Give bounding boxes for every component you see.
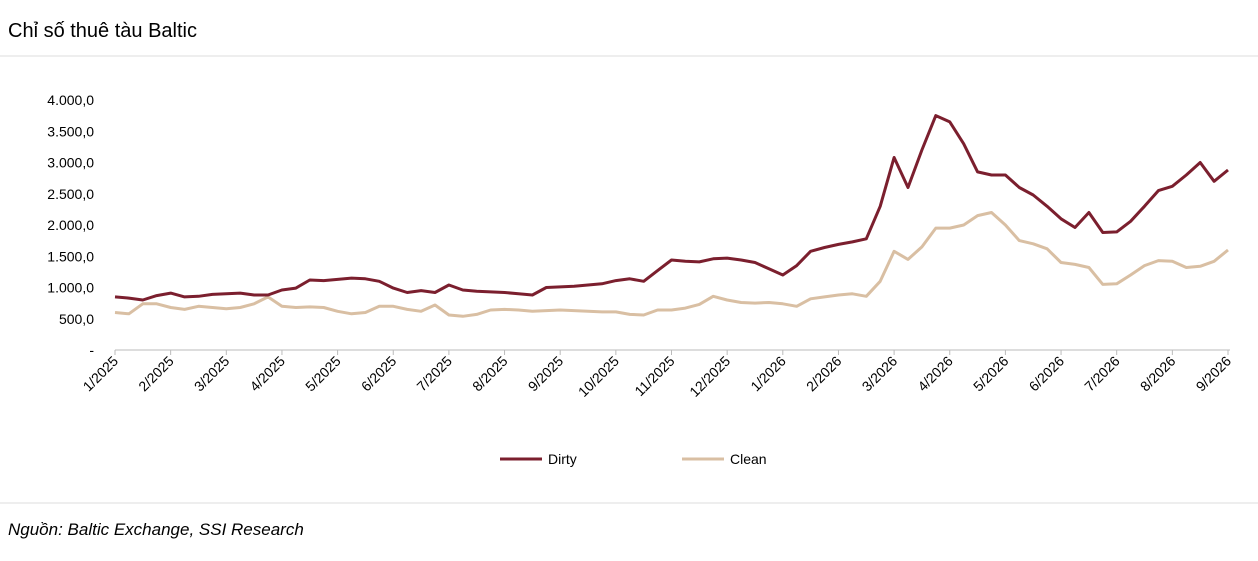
y-tick-label: 2.000,0 [47,217,94,233]
x-tick-label: 9/2025 [525,353,567,395]
x-tick-label: 8/2026 [1137,353,1179,395]
y-tick-label: 4.000,0 [47,92,94,108]
x-tick-label: 11/2025 [631,353,678,400]
x-tick-label: 4/2026 [914,353,956,395]
legend-label: Clean [730,451,767,467]
x-tick-label: 5/2025 [302,353,344,395]
x-tick-label: 8/2025 [469,353,511,395]
x-tick-label: 1/2026 [747,353,789,395]
series-line [114,211,1229,318]
x-tick-label: 6/2026 [1026,353,1068,395]
y-tick-label: 3.500,0 [47,123,94,139]
chart-title: Chỉ số thuê tàu Baltic [8,20,197,42]
y-tick-label: 1.000,0 [47,280,94,296]
source-note: Nguồn: Baltic Exchange, SSI Research [8,520,304,539]
y-tick-label: - [89,342,94,358]
x-tick-label: 2/2026 [803,353,845,395]
x-tick-label: 2/2025 [135,353,177,395]
x-tick-label: 3/2025 [191,353,233,395]
x-tick-label: 9/2026 [1193,353,1235,395]
y-tick-label: 1.500,0 [47,248,94,264]
x-tick-label: 1/2025 [80,353,122,395]
x-tick-label: 7/2026 [1081,353,1123,395]
y-tick-label: 3.000,0 [47,155,94,171]
y-tick-label: 2.500,0 [47,186,94,202]
y-tick-label: 500,0 [59,311,94,327]
x-tick-label: 4/2025 [246,353,288,395]
x-tick-label: 6/2025 [358,353,400,395]
x-tick-label: 7/2025 [413,353,455,395]
x-tick-label: 3/2026 [859,353,901,395]
series-line [114,114,1229,302]
x-tick-label: 12/2025 [686,353,733,400]
x-tick-label: 5/2026 [970,353,1012,395]
x-tick-label: 10/2025 [575,353,622,400]
legend-label: Dirty [548,451,577,467]
